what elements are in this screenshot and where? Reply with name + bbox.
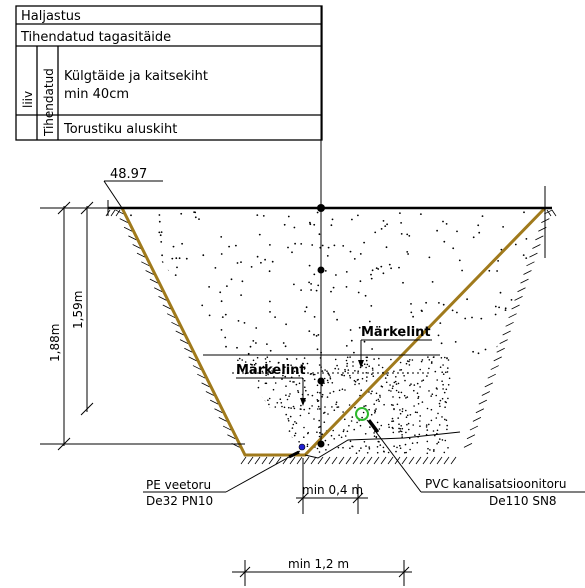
min-spacing-label: min 0,4 m [302, 483, 363, 497]
marker-dot-1 [317, 204, 325, 212]
soil-hatching [105, 209, 557, 465]
trench-wall [120, 206, 547, 457]
depth-dimension-inner [80, 201, 94, 416]
depth-outer-label: 1,88m [48, 324, 62, 362]
pvc-label-line2: De110 SN8 [489, 494, 557, 508]
markelint-upper-label: Märkelint [361, 325, 431, 340]
bedding-profile [304, 431, 461, 459]
pvc-label-line1: PVC kanalisatsioonitoru [425, 477, 566, 491]
marker-dot-4 [317, 440, 325, 448]
pe-arrow-stem [288, 450, 300, 459]
spacing-tick-left [297, 492, 309, 504]
legend-aluskiht: Torustiku aluskiht [63, 122, 177, 137]
depth-inner-label: 1,59m [71, 291, 85, 329]
legend-liiv: liiv [21, 91, 35, 108]
legend-row-haljastus: Haljastus [21, 9, 81, 24]
markelint-upper-arrow [358, 360, 364, 368]
width-tick-left [239, 566, 251, 578]
pvc-pipe [355, 407, 369, 421]
marker-dot-3 [317, 377, 325, 385]
pe-pipe [298, 443, 306, 451]
legend-kulgtaide: Külgtäide ja kaitsekiht [64, 69, 208, 84]
min-width-label: min 1,2 m [288, 557, 349, 571]
markelint-lower-arrow [300, 398, 306, 406]
marker-dot-2 [317, 266, 325, 274]
pvc-leader [366, 419, 422, 493]
legend-table [15, 5, 323, 141]
pe-leader [225, 450, 301, 493]
elevation-label: 48.97 [110, 167, 147, 182]
legend-row-tagasitaide: Tihendatud tagasitäide [20, 30, 171, 45]
elevation-leader [103, 180, 123, 209]
markelint-lower-label: Märkelint [236, 363, 306, 378]
spacing-tick-right [352, 492, 364, 504]
pe-label-line1: PE veetoru [146, 478, 211, 492]
width-tick-right [398, 566, 410, 578]
legend-min40: min 40cm [64, 87, 129, 102]
pe-label-line2: De32 PN10 [146, 494, 213, 508]
pvc-arrow-stem [367, 419, 380, 433]
legend-tihendatud: Tihendatud [42, 68, 56, 137]
depth-dimension-outer [40, 201, 245, 451]
